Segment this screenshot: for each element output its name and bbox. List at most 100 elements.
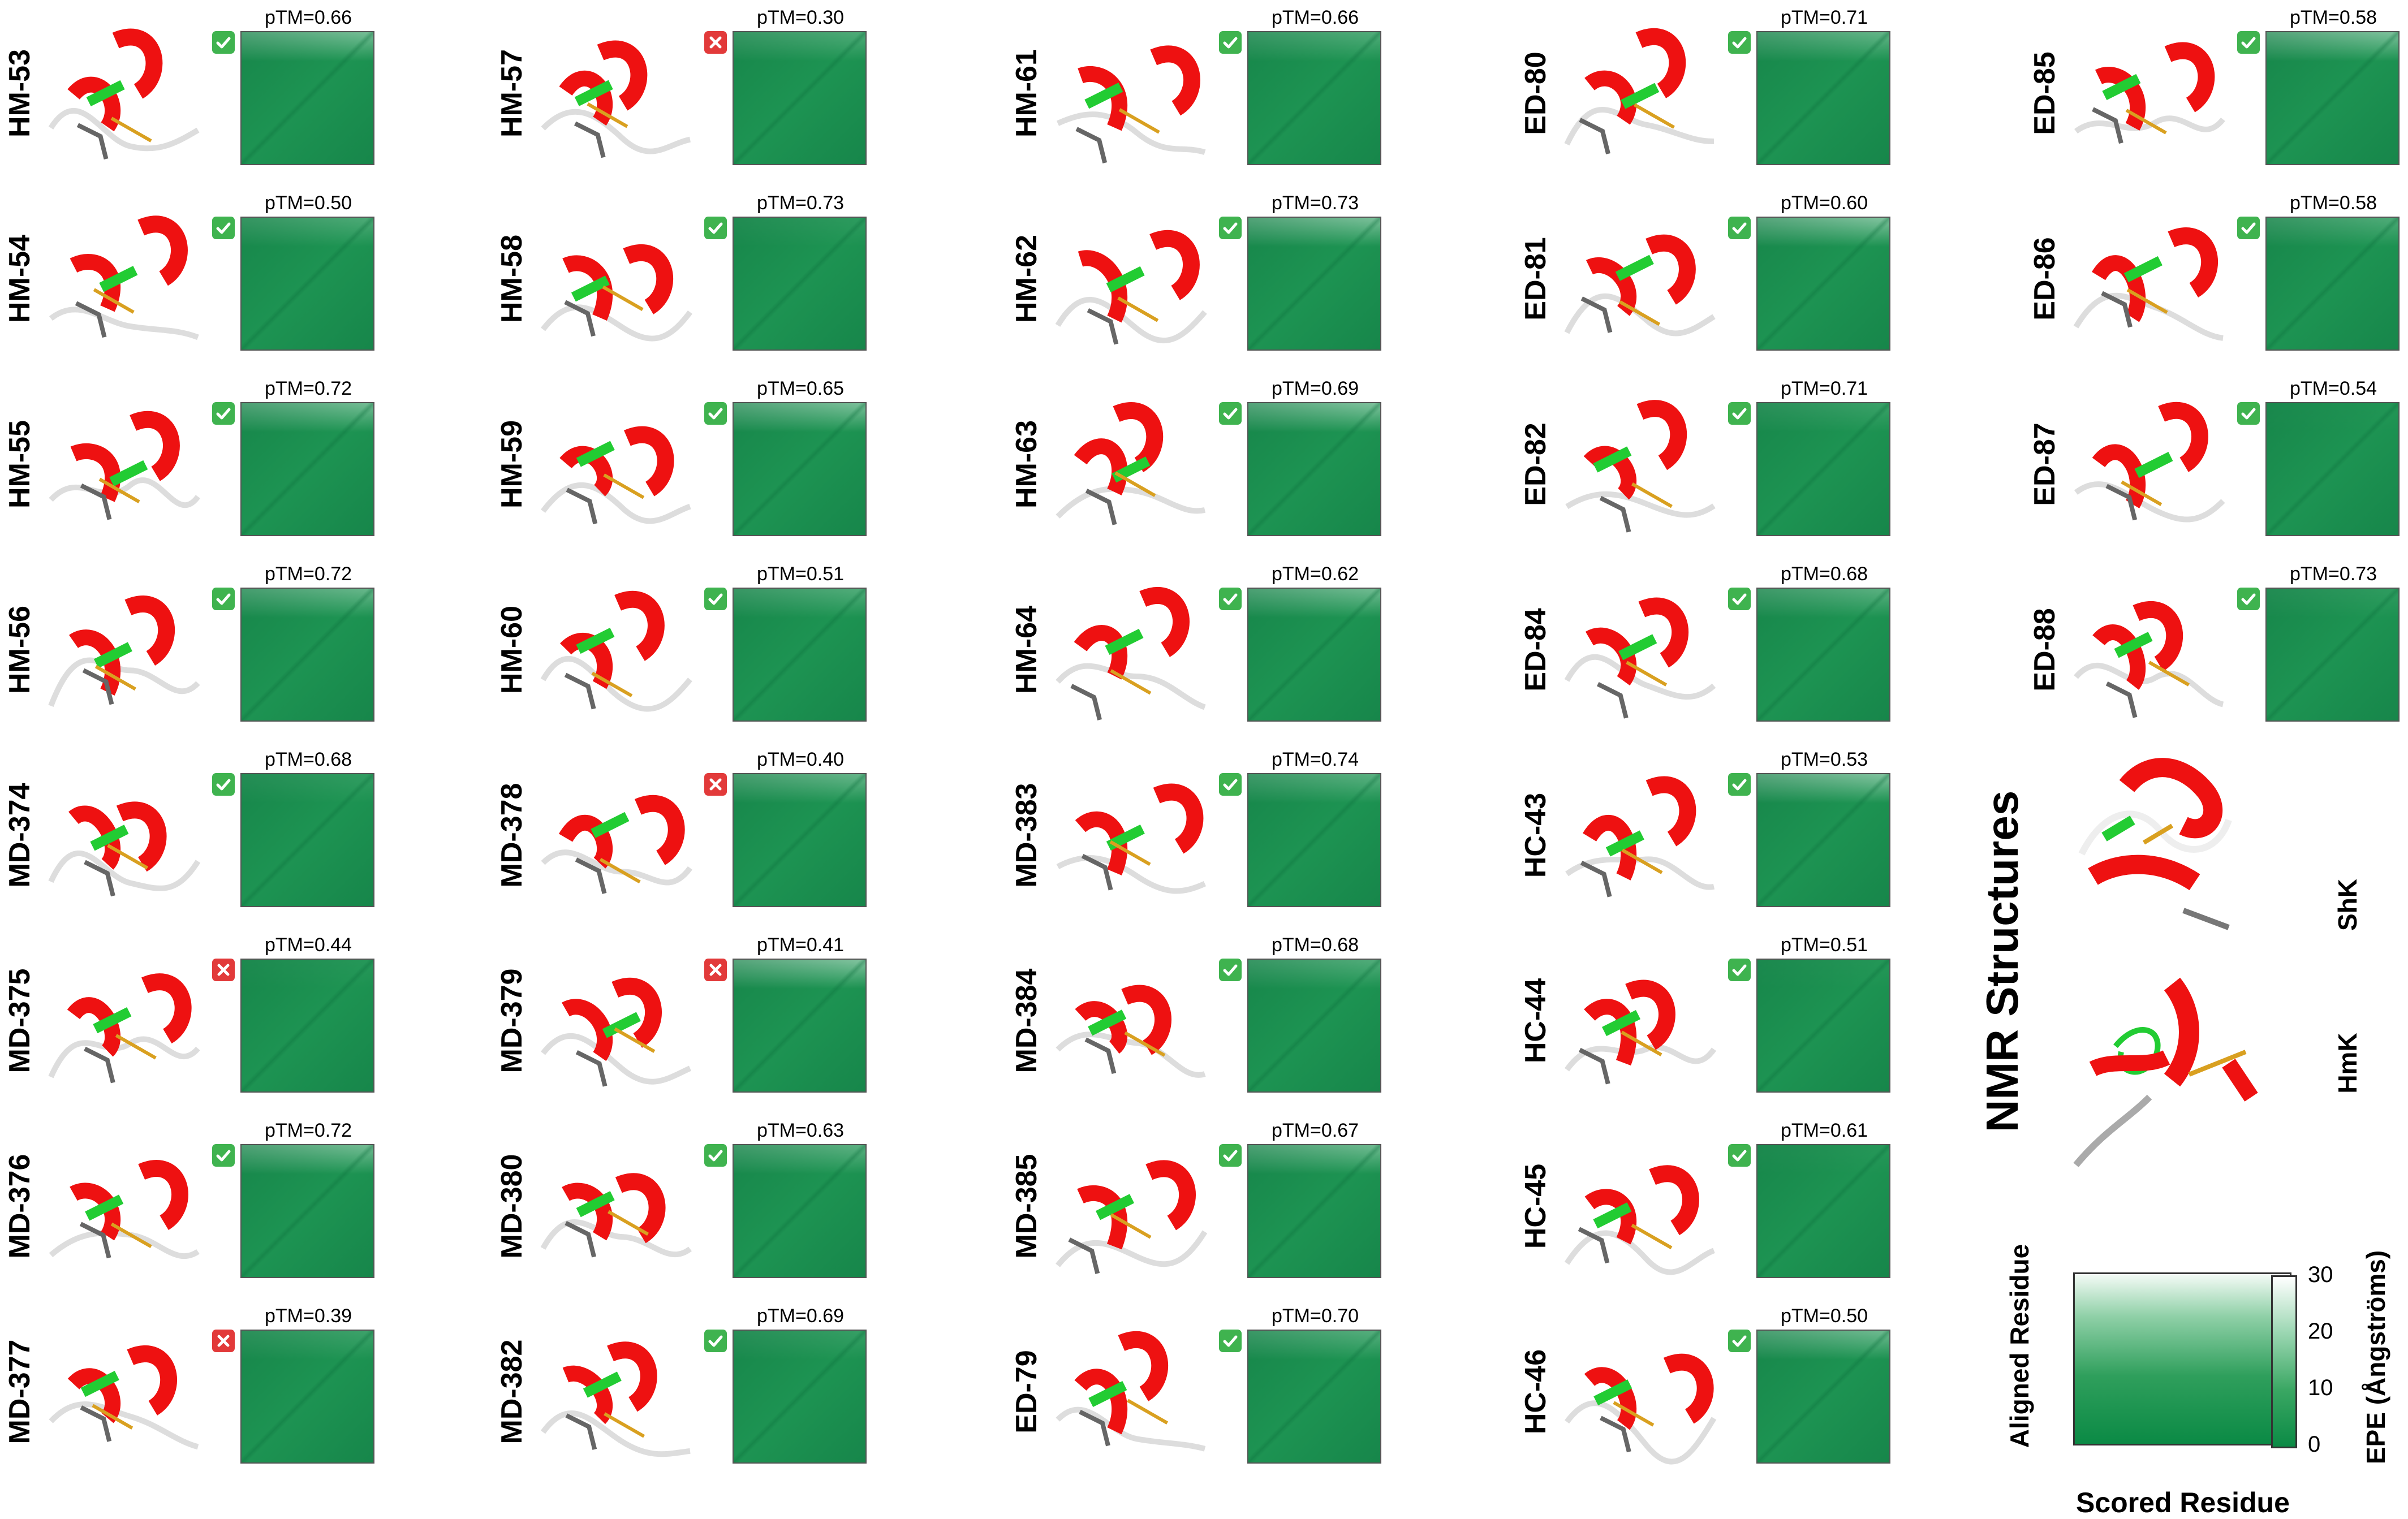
pae-heatmap (2265, 217, 2400, 351)
structure-label: HC-45 (1519, 1163, 1552, 1249)
structure-label: MD-378 (496, 783, 528, 888)
protein-structure (1564, 597, 1716, 719)
ptm-score: pTM=0.72 (264, 563, 352, 585)
structure-label: HM-61 (1010, 49, 1043, 138)
protein-structure (2073, 227, 2224, 341)
structure-cell: HM-56 pTM=0.72 (0, 556, 492, 743)
structure-label: MD-379 (496, 968, 528, 1073)
structure-cell: HC-44 pTM=0.51 (1516, 927, 2008, 1114)
ptm-score: pTM=0.68 (1271, 934, 1359, 956)
structure-cell: MD-379 pTM=0.41 (492, 927, 984, 1114)
check-icon (1219, 31, 1242, 54)
structure-cell: HM-59 pTM=0.65 (492, 371, 984, 558)
protein-structure (1564, 979, 1717, 1085)
structure-label: ED-82 (1519, 422, 1552, 506)
cross-icon (704, 31, 727, 54)
check-icon (212, 217, 235, 239)
check-icon (1728, 959, 1751, 981)
structure-cell: HM-57 pTM=0.30 (492, 0, 984, 187)
structure-label: MD-380 (496, 1154, 528, 1259)
ptm-score: pTM=0.53 (1780, 749, 1868, 770)
protein-structure (1564, 1165, 1715, 1275)
check-icon (212, 588, 235, 610)
cross-icon (704, 959, 727, 981)
colorbar-tick: 30 (2308, 1262, 2333, 1287)
check-icon (704, 402, 727, 425)
structure-cell: MD-385 pTM=0.67 (1007, 1113, 1499, 1300)
nmr-title: NMR Structures (1977, 790, 2027, 1133)
pae-heatmap (240, 588, 374, 722)
structure-cell: MD-374 pTM=0.68 (0, 742, 492, 929)
structure-label: HM-59 (496, 420, 528, 509)
structure-label: MD-385 (1010, 1154, 1043, 1259)
structure-cell: ED-80 pTM=0.71 (1516, 0, 2008, 187)
pae-heatmap (733, 402, 867, 536)
legend-y-label: Aligned Residue (2005, 1244, 2034, 1448)
pae-heatmap (733, 1144, 867, 1278)
colorbar (2271, 1275, 2297, 1448)
pae-heatmap (1247, 959, 1381, 1093)
structure-label: HM-55 (3, 420, 36, 509)
structure-cell: HM-60 pTM=0.51 (492, 556, 984, 743)
protein-structure (1564, 1353, 1717, 1465)
protein-structure (48, 801, 201, 897)
ptm-score: pTM=0.50 (1780, 1305, 1868, 1327)
shk-structure (2078, 758, 2232, 930)
ptm-score: pTM=0.50 (264, 192, 352, 214)
pae-heatmap (1756, 959, 1890, 1093)
protein-structure (1056, 1160, 1208, 1274)
check-icon (1219, 1144, 1242, 1167)
pae-heatmap (1247, 217, 1381, 351)
pae-heatmap (1756, 217, 1890, 351)
pae-heatmap (2265, 588, 2400, 722)
structure-label: HM-57 (496, 49, 528, 138)
protein-structure (541, 795, 693, 894)
structure-cell: HM-54 pTM=0.50 (0, 185, 492, 372)
protein-structure (1565, 776, 1715, 897)
ptm-score: pTM=0.73 (2289, 563, 2377, 585)
check-icon (704, 217, 727, 239)
pae-heatmap (733, 773, 867, 907)
colorbar-title: EPE (Ångströms) (2361, 1250, 2390, 1465)
ptm-score: pTM=0.69 (1271, 378, 1359, 399)
structure-label: ED-84 (1519, 608, 1552, 692)
check-icon (1219, 773, 1242, 796)
protein-structure (540, 590, 692, 712)
pae-heatmap (2265, 31, 2400, 165)
ptm-score: pTM=0.58 (2289, 7, 2377, 28)
protein-structure (49, 411, 201, 520)
colorbar-tick: 0 (2308, 1432, 2321, 1457)
structure-label: HC-43 (1519, 792, 1552, 878)
check-icon (1728, 1144, 1751, 1167)
ptm-score: pTM=0.66 (264, 7, 352, 28)
structure-cell: ED-87 pTM=0.54 (2025, 371, 2408, 558)
protein-structure (49, 1345, 199, 1450)
check-icon (1219, 959, 1242, 981)
pae-heatmap (733, 588, 867, 722)
structure-cell: ED-85 pTM=0.58 (2025, 0, 2408, 187)
nmr-name-shk: ShK (2333, 879, 2362, 931)
structure-label: HM-56 (3, 605, 36, 694)
check-icon (1219, 588, 1242, 610)
structure-label: HM-62 (1010, 234, 1043, 323)
structure-label: HM-64 (1010, 605, 1043, 694)
check-icon (1219, 1330, 1242, 1352)
protein-structure (2074, 42, 2225, 144)
structure-label: ED-79 (1010, 1350, 1043, 1434)
protein-structure (48, 973, 200, 1084)
structure-cell: ED-86 pTM=0.58 (2025, 185, 2408, 372)
structure-cell: MD-377 pTM=0.39 (0, 1298, 492, 1485)
cross-icon (704, 773, 727, 796)
check-icon (1728, 217, 1751, 239)
colorbar-tick: 10 (2308, 1375, 2333, 1400)
protein-structure (540, 1173, 692, 1258)
ptm-score: pTM=0.71 (1780, 7, 1868, 28)
pae-heatmap (1756, 773, 1890, 907)
structure-cell: MD-383 pTM=0.74 (1007, 742, 1499, 929)
protein-structure (1056, 587, 1206, 720)
ptm-score: pTM=0.72 (264, 378, 352, 399)
protein-structure (48, 28, 200, 160)
ptm-score: pTM=0.44 (264, 934, 352, 956)
pae-heatmap (1756, 31, 1890, 165)
